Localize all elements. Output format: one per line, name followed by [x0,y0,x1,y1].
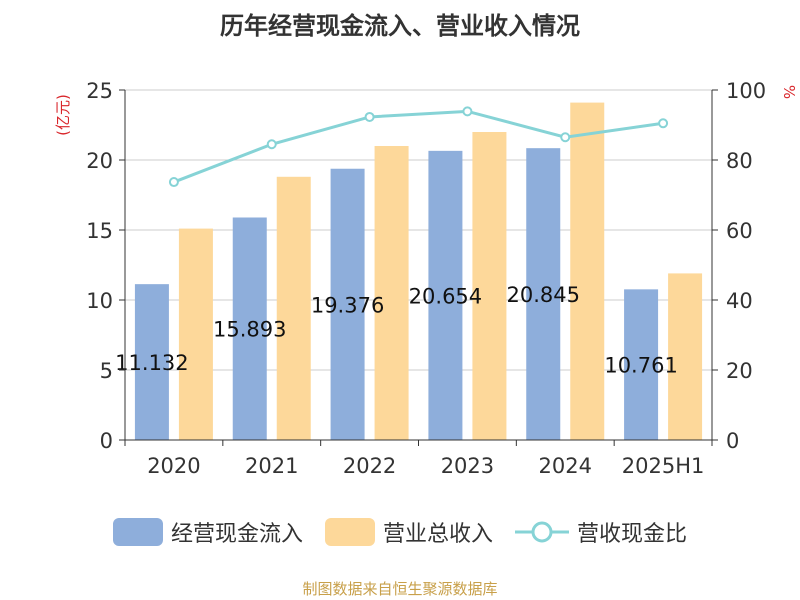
legend-label-revenue: 营业总收入 [382,522,493,547]
legend-item-cash-inflow[interactable]: 经营现金流入 [112,516,303,548]
right-tick-label: 60 [726,219,753,243]
legend-item-revenue[interactable]: 营业总收入 [324,516,493,548]
legend-label-ratio: 营收现金比 [577,522,688,547]
ratio-line-path [173,109,664,184]
bar-cash-inflow [428,150,463,440]
right-tick-label: 100 [726,79,766,103]
ratio-point [364,111,375,122]
x-tick-label: 2024 [539,454,592,478]
legend-item-ratio[interactable]: 营收现金比 [515,516,687,548]
source-note: 制图数据来自恒生聚源数据库 [302,580,498,598]
left-tick-label: 20 [86,149,113,173]
data-label-cash-inflow: 20.654 [409,284,482,308]
ratio-point [658,118,669,129]
gridlines [125,89,712,371]
legend-label-cash-inflow: 经营现金流入 [170,522,303,547]
bar-revenue [374,146,409,440]
bar-revenue [276,176,311,441]
legend: 经营现金流入 营业总收入 营收现金比 [0,516,800,548]
ratio-line [168,106,669,188]
x-tick-label: 2020 [147,454,200,478]
left-tick-label: 10 [86,289,113,313]
y-axis-title: (亿元) [54,94,72,136]
data-label-cash-inflow: 19.376 [311,293,384,317]
ratio-point [462,106,473,117]
ratio-point [168,177,179,188]
data-labels: 11.132 15.893 19.376 20.654 20.845 10.761 [115,283,678,378]
data-label-cash-inflow: 20.845 [507,283,580,307]
legend-swatch-cash-inflow [112,518,163,546]
legend-swatch-revenue [324,518,375,546]
bar-cash-inflow [330,168,365,440]
left-tick-label: 25 [86,79,113,103]
bar-revenue [570,102,605,440]
x-tick-label: 2025H1 [622,454,705,478]
bar-revenue [178,228,213,440]
legend-swatch-ratio [515,521,569,543]
y2-axis-title: % [780,85,798,99]
data-label-cash-inflow: 10.761 [604,354,677,378]
x-tick-label: 2022 [343,454,396,478]
data-label-cash-inflow: 15.893 [213,318,286,342]
bar-cash-inflow [624,289,659,440]
bar-cash-inflow [134,284,169,440]
right-tick-label: 20 [726,359,753,383]
data-label-cash-inflow: 11.132 [115,351,188,375]
left-tick-label: 5 [100,359,113,383]
bar-revenue [472,132,507,440]
left-tick-label: 0 [100,429,113,453]
left-tick-label: 15 [86,219,113,243]
x-tick-label: 2021 [245,454,298,478]
bar-cash-inflow [526,148,561,441]
right-tick-label: 80 [726,149,753,173]
x-tick-label: 2023 [441,454,494,478]
bars [134,102,703,441]
right-tick-label: 40 [726,289,753,313]
ratio-point [266,139,277,150]
axes: 0 5 10 15 20 25 0 20 40 60 80 100 (亿元)% 2020 2021 2022 2… [54,79,798,478]
bar-cash-inflow [232,217,267,440]
right-tick-label: 0 [726,429,739,453]
bar-revenue [668,273,703,440]
chart-title: 历年经营现金流入、营业收入情况 [220,12,580,40]
ratio-point [560,132,571,143]
